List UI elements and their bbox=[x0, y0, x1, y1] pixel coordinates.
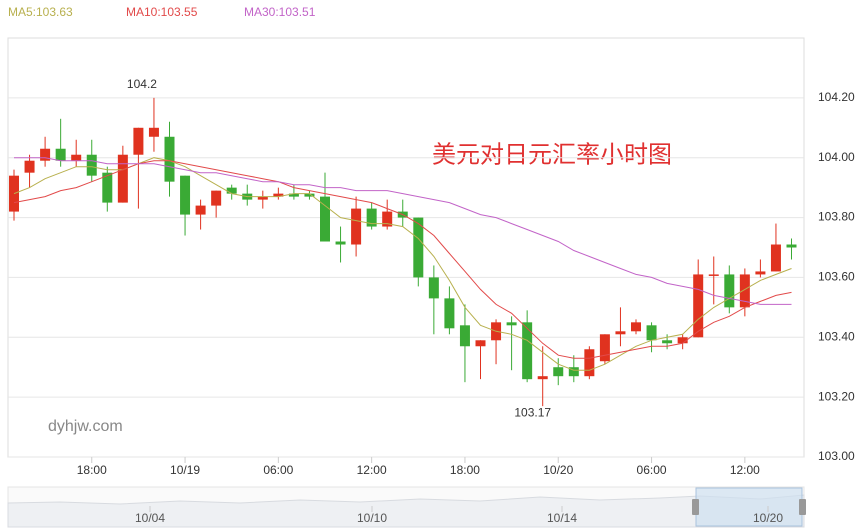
y-tick-label: 103.00 bbox=[818, 449, 855, 463]
candle-body bbox=[366, 208, 377, 227]
candle-body bbox=[335, 241, 346, 245]
navigator-selection[interactable] bbox=[695, 487, 803, 527]
candle-body bbox=[755, 271, 766, 275]
y-tick-label: 103.20 bbox=[818, 389, 855, 403]
navigator-label: 10/10 bbox=[357, 511, 387, 525]
x-tick-label: 06:00 bbox=[263, 463, 293, 477]
navigator-handle[interactable] bbox=[799, 499, 806, 515]
legend-entry: MA10:103.55 bbox=[126, 5, 198, 19]
candle-body bbox=[677, 337, 688, 344]
candle-body bbox=[615, 331, 626, 335]
candle-body bbox=[553, 367, 564, 377]
x-tick-label: 12:00 bbox=[357, 463, 387, 477]
navigator-label: 10/04 bbox=[135, 511, 165, 525]
candle-body bbox=[693, 274, 704, 338]
candle-body bbox=[631, 322, 641, 332]
x-tick-label: 10/20 bbox=[543, 463, 573, 477]
candle-body bbox=[102, 172, 113, 203]
candle-body bbox=[226, 187, 237, 194]
plot bbox=[8, 97, 804, 458]
candle-body bbox=[320, 196, 330, 242]
candle-body bbox=[133, 127, 144, 155]
legend-entry: MA30:103.51 bbox=[244, 5, 316, 19]
candle-body bbox=[180, 175, 191, 215]
candle-body bbox=[584, 349, 595, 377]
candle-body bbox=[86, 154, 97, 176]
x-tick-label: 18:00 bbox=[450, 463, 480, 477]
candle-body bbox=[444, 298, 455, 329]
ma-line bbox=[14, 157, 792, 305]
candle-body bbox=[739, 274, 750, 308]
candle-body bbox=[770, 244, 781, 272]
candle-body bbox=[40, 148, 51, 161]
x-tick-label: 12:00 bbox=[730, 463, 760, 477]
y-tick-label: 103.40 bbox=[818, 329, 855, 343]
x-tick-label: 10/19 bbox=[170, 463, 200, 477]
candle-body bbox=[351, 208, 362, 245]
candle-body bbox=[522, 322, 533, 380]
candle-body bbox=[273, 193, 284, 197]
x-tick-label: 06:00 bbox=[637, 463, 667, 477]
plot-area bbox=[7, 37, 805, 458]
watermark: dyhjw.com bbox=[48, 418, 123, 435]
ma-line bbox=[13, 160, 792, 359]
candle-body bbox=[304, 193, 315, 197]
navigator-label: 10/14 bbox=[547, 511, 577, 525]
candle-body bbox=[24, 160, 35, 173]
candle-body bbox=[662, 340, 673, 344]
candle-body bbox=[148, 127, 159, 137]
candle-body bbox=[117, 154, 128, 203]
y-tick-label: 103.60 bbox=[818, 270, 855, 284]
candle-body bbox=[708, 274, 719, 276]
candle-body bbox=[537, 376, 548, 380]
candle-body bbox=[164, 136, 175, 182]
navigator-handle[interactable] bbox=[692, 499, 699, 515]
candle-body bbox=[724, 274, 735, 308]
chart-title: 美元对日元汇率小时图 bbox=[432, 141, 672, 168]
x-tick-label: 18:00 bbox=[77, 463, 107, 477]
min-annotation: 103.17 bbox=[514, 405, 551, 419]
candle-body bbox=[459, 325, 470, 347]
y-tick-label: 104.20 bbox=[818, 90, 855, 104]
candle-body bbox=[71, 154, 82, 161]
y-tick-label: 104.00 bbox=[818, 150, 855, 164]
candle-body bbox=[506, 322, 517, 326]
candle-body bbox=[211, 190, 222, 206]
candle-body bbox=[382, 211, 393, 227]
candle-body bbox=[257, 196, 268, 200]
legend-entry: MA5:103.63 bbox=[8, 5, 73, 19]
max-annotation: 104.2 bbox=[127, 77, 157, 91]
candle-body bbox=[288, 193, 299, 197]
ma-line bbox=[13, 157, 792, 371]
navigator-label: 10/20 bbox=[753, 511, 783, 525]
candle-body bbox=[786, 244, 797, 248]
candle-body bbox=[646, 325, 657, 341]
candle-body bbox=[568, 367, 579, 377]
candle-body bbox=[9, 175, 19, 212]
candle-body bbox=[195, 205, 206, 215]
candle-body bbox=[428, 277, 439, 299]
candle-body bbox=[475, 340, 486, 347]
candle-body bbox=[55, 148, 66, 161]
y-tick-label: 103.80 bbox=[818, 210, 855, 224]
candle-body bbox=[413, 217, 424, 278]
candle-body bbox=[599, 334, 610, 362]
navigator bbox=[7, 486, 806, 528]
